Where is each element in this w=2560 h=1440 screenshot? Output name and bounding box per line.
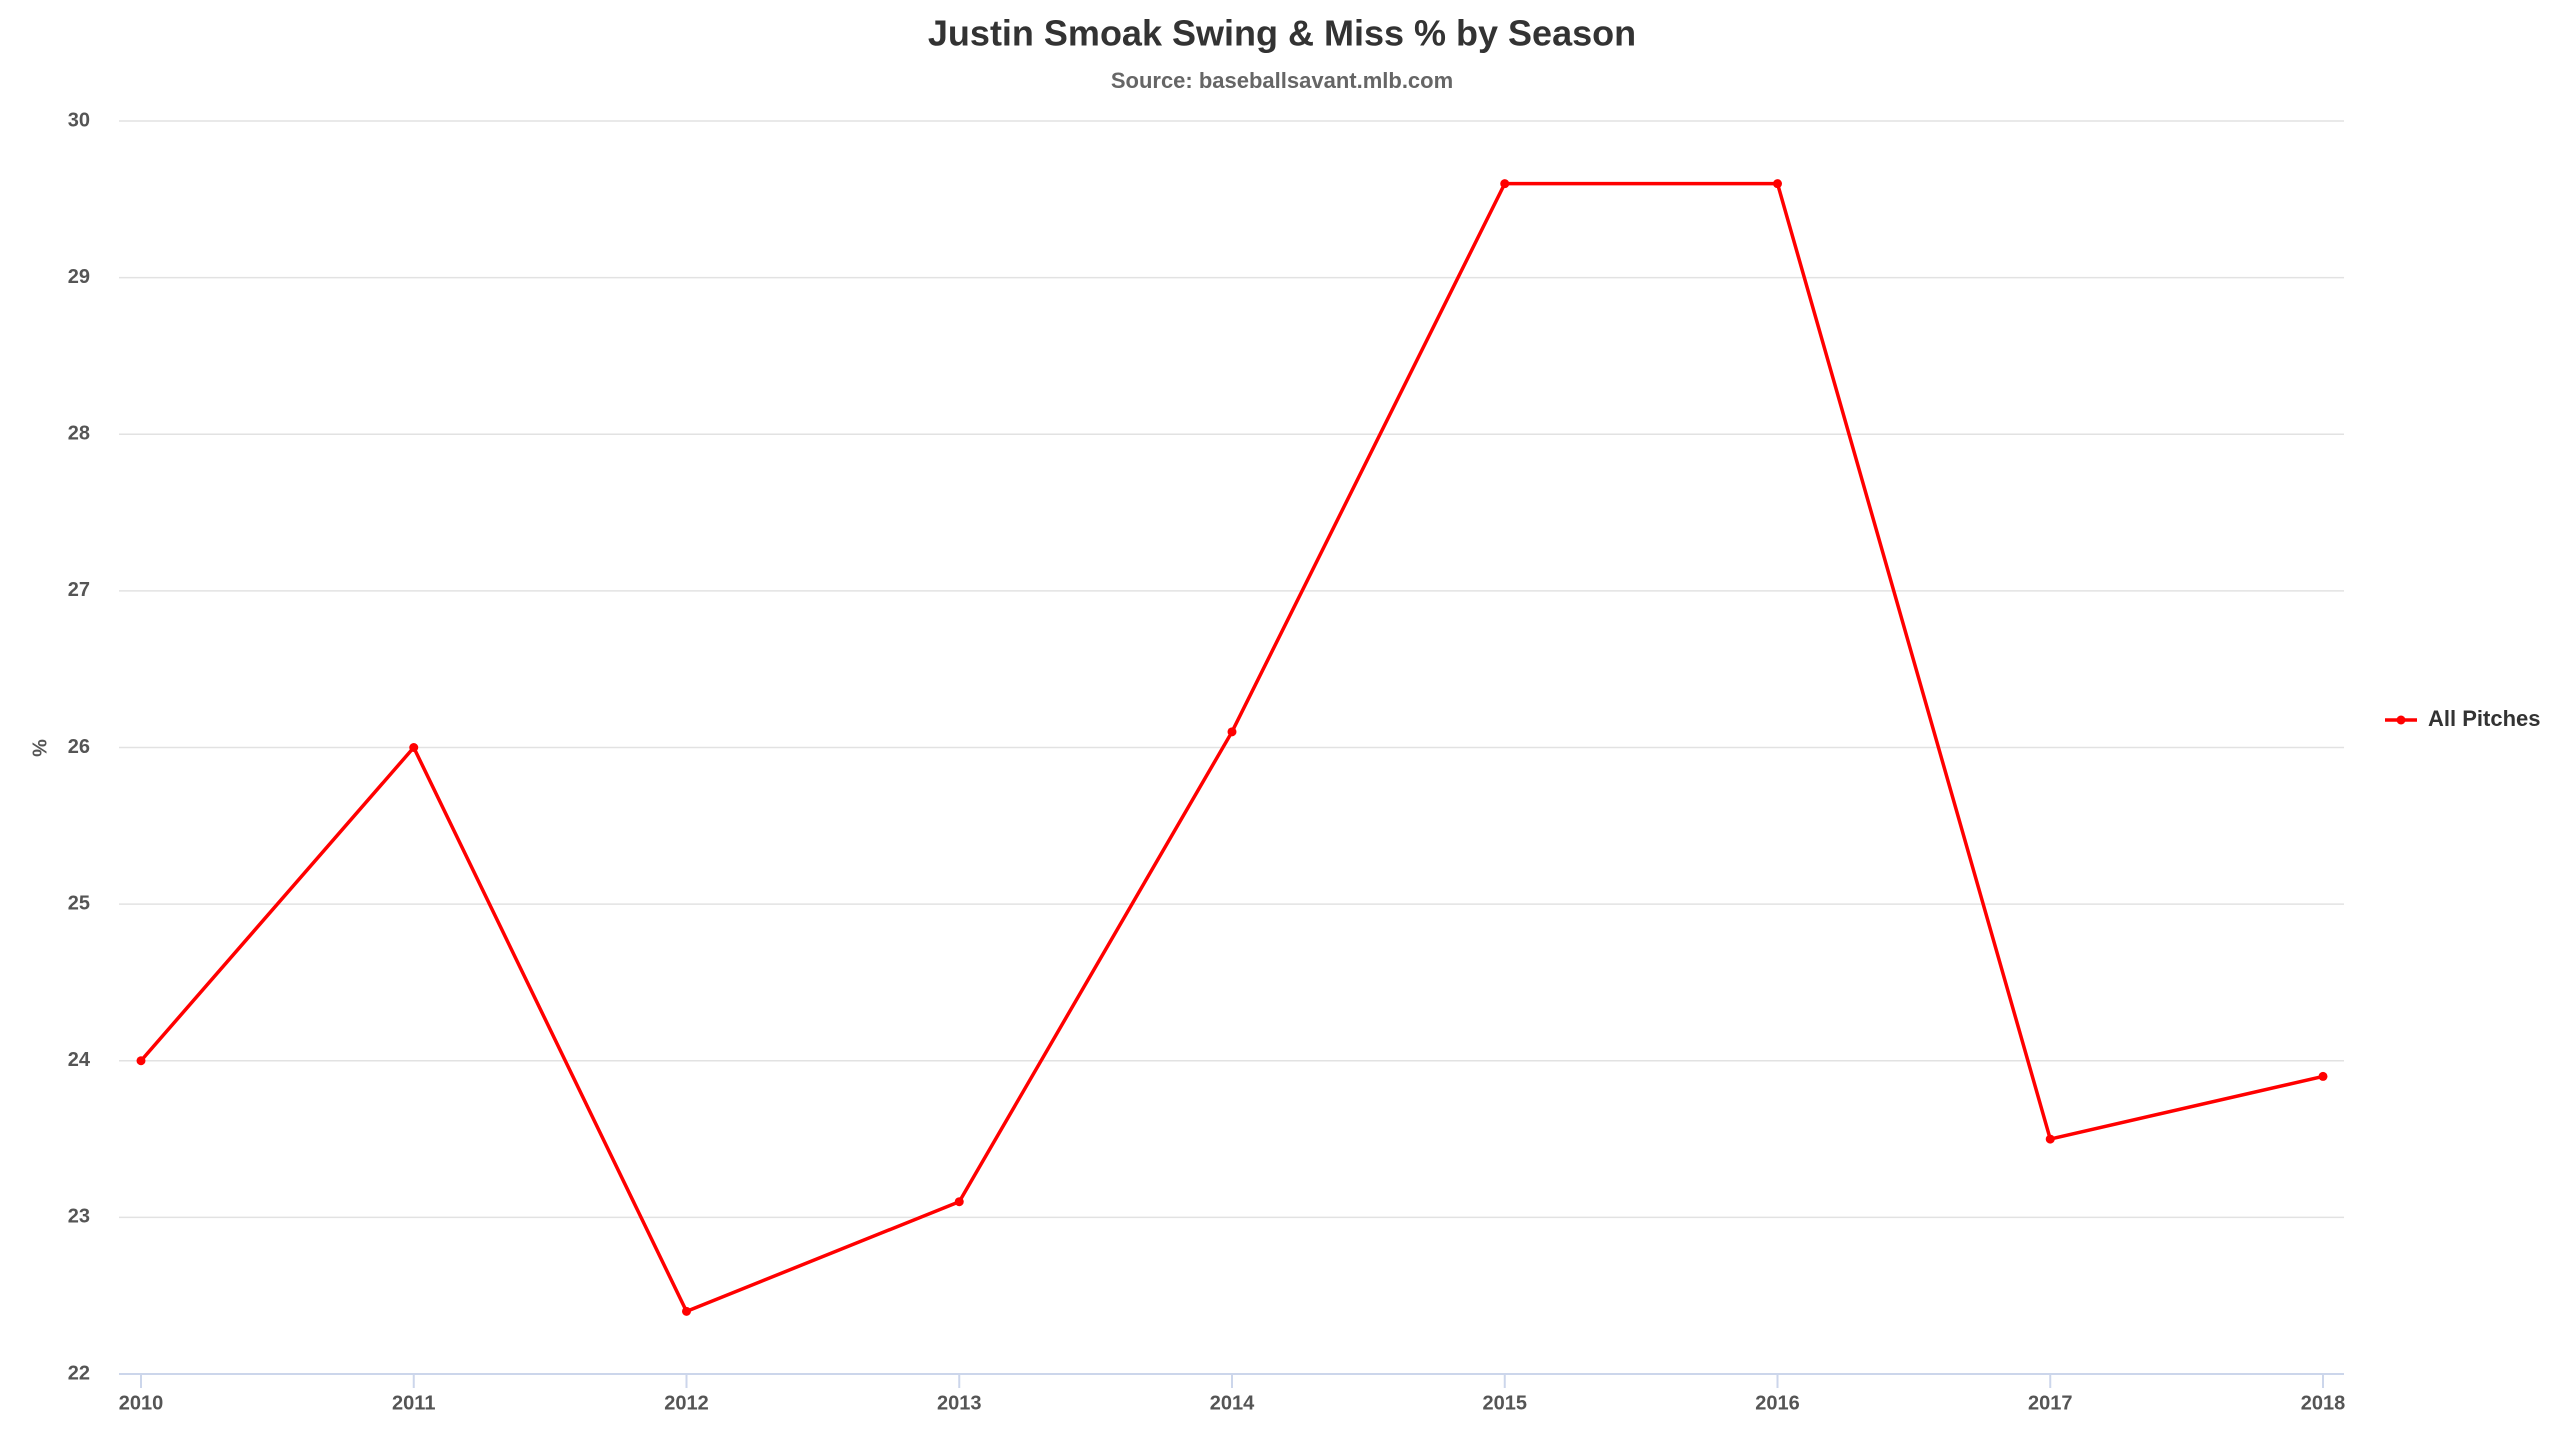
y-tick-label: 26 (68, 736, 90, 758)
x-tick-label: 2012 (664, 1392, 709, 1414)
data-point (1500, 179, 1510, 189)
data-point (954, 1197, 964, 1207)
data-point (2045, 1134, 2055, 1144)
x-tick-label: 2015 (1483, 1392, 1528, 1414)
x-tick-label: 2010 (119, 1392, 164, 1414)
y-tick-label: 27 (68, 579, 90, 601)
data-point (1227, 727, 1237, 737)
chart-title: Justin Smoak Swing & Miss % by Season (928, 13, 1636, 54)
x-tick-label: 2018 (2301, 1392, 2346, 1414)
data-point (1773, 179, 1782, 189)
y-tick-label: 23 (68, 1206, 90, 1228)
data-point (136, 1056, 146, 1066)
x-tick-label: 2013 (937, 1392, 982, 1414)
x-tick-label: 2011 (392, 1392, 435, 1414)
x-tick-label: 2017 (2028, 1392, 2073, 1414)
y-tick-label: 22 (68, 1362, 90, 1384)
data-point (2318, 1071, 2328, 1081)
y-tick-label: 30 (68, 109, 90, 131)
y-tick-label: 28 (68, 423, 90, 445)
data-point (409, 743, 419, 752)
y-tick-label: 25 (68, 892, 90, 914)
legend-marker (2396, 715, 2406, 725)
data-point (682, 1306, 691, 1316)
legend-label: All Pitches (2428, 706, 2540, 731)
x-tick-label: 2016 (1755, 1392, 1800, 1414)
y-tick-label: 24 (68, 1049, 91, 1071)
x-tick-label: 2014 (1210, 1392, 1255, 1414)
y-axis-label: % (28, 739, 50, 757)
y-tick-label: 29 (68, 266, 90, 288)
chart-subtitle: Source: baseballsavant.mlb.com (1111, 68, 1453, 93)
